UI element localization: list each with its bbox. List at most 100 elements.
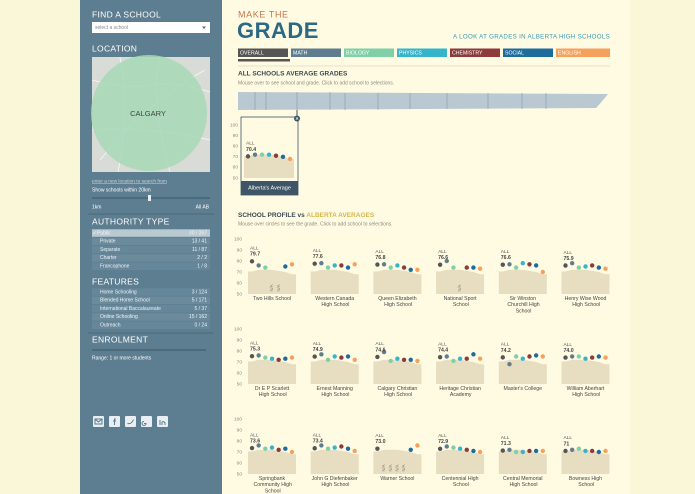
grade-dot[interactable] — [500, 355, 505, 360]
grade-dot[interactable] — [471, 265, 476, 270]
grade-dot[interactable] — [471, 448, 476, 454]
school-name[interactable]: Queen Elizabeth High School — [378, 296, 416, 308]
grade-dot[interactable] — [263, 355, 268, 360]
grade-dot[interactable] — [527, 354, 532, 359]
grade-dot[interactable] — [533, 448, 539, 454]
slider-handle[interactable] — [148, 195, 151, 201]
filter-row[interactable] — [92, 245, 210, 254]
grade-dot[interactable] — [583, 264, 588, 269]
grade-dot[interactable] — [345, 265, 351, 270]
grade-dot[interactable] — [339, 444, 344, 449]
school-name[interactable]: Heritage Christian Academy — [439, 386, 481, 398]
grade-dot[interactable] — [401, 265, 407, 270]
grade-dot[interactable] — [395, 263, 400, 268]
grade-dot[interactable] — [325, 357, 331, 362]
grade-dot[interactable] — [596, 449, 602, 455]
grade-dot[interactable] — [283, 446, 288, 451]
grade-dot[interactable] — [589, 355, 595, 360]
grade-dot[interactable] — [280, 154, 286, 159]
grade-dot[interactable] — [507, 362, 512, 367]
grade-dot[interactable] — [589, 263, 595, 268]
grade-dot[interactable] — [540, 448, 545, 454]
school-name[interactable]: Master's College — [504, 386, 543, 392]
grade-dot[interactable] — [596, 354, 602, 359]
grade-dot[interactable] — [477, 449, 483, 455]
grade-dot[interactable] — [381, 349, 387, 355]
grade-dot[interactable] — [513, 354, 519, 359]
grade-dot[interactable] — [507, 447, 512, 452]
grade-dot[interactable] — [500, 262, 505, 267]
grade-dot[interactable] — [408, 357, 413, 362]
grade-dot[interactable] — [375, 262, 380, 267]
grade-dot[interactable] — [345, 446, 351, 451]
tab[interactable] — [238, 48, 288, 58]
grade-dot[interactable] — [352, 262, 357, 267]
grade-dot[interactable] — [527, 262, 532, 267]
grade-dot[interactable] — [520, 356, 525, 361]
school-name[interactable]: Bowness High School — [569, 476, 602, 488]
grade-dot[interactable] — [345, 354, 351, 359]
grade-dot[interactable] — [415, 443, 420, 448]
location-link[interactable]: enter a new location to search from — [92, 178, 167, 184]
grade-dot[interactable] — [339, 263, 344, 268]
grade-dot[interactable] — [283, 356, 288, 361]
grade-dot[interactable] — [388, 358, 393, 364]
grade-dot[interactable] — [312, 261, 317, 266]
grade-dot[interactable] — [437, 262, 443, 267]
grade-dot[interactable] — [603, 448, 608, 454]
grade-dot[interactable] — [325, 446, 331, 451]
grade-dot[interactable] — [576, 446, 582, 451]
grade-dot[interactable] — [245, 154, 251, 159]
grade-dot[interactable] — [263, 265, 268, 270]
filter-row[interactable] — [92, 254, 210, 262]
grade-dot[interactable] — [259, 152, 265, 157]
grade-dot[interactable] — [563, 263, 568, 268]
school-name[interactable]: National Sport School — [444, 296, 477, 308]
grade-dot[interactable] — [563, 355, 568, 360]
grade-dot[interactable] — [249, 353, 255, 359]
grade-dot[interactable] — [527, 448, 532, 454]
grade-dot[interactable] — [256, 443, 261, 448]
grade-dot[interactable] — [332, 263, 337, 268]
filter-row[interactable] — [92, 262, 210, 271]
school-name[interactable]: John G Diefenbaker High School — [312, 476, 358, 488]
grade-dot[interactable] — [477, 356, 483, 361]
grade-dot[interactable] — [471, 352, 476, 357]
grade-dot[interactable] — [249, 259, 255, 264]
grade-dot[interactable] — [381, 262, 387, 267]
distribution-strip[interactable] — [238, 92, 608, 110]
grade-dot[interactable] — [513, 449, 519, 455]
share-twitter[interactable] — [125, 416, 136, 427]
grade-dot[interactable] — [513, 265, 519, 270]
tab[interactable] — [397, 48, 447, 58]
grade-dot[interactable] — [520, 261, 525, 266]
grade-dot[interactable] — [401, 357, 407, 362]
grade-dot[interactable] — [507, 262, 512, 267]
grade-dot[interactable] — [451, 358, 456, 364]
grade-dot[interactable] — [583, 448, 588, 454]
grade-dot[interactable] — [339, 355, 344, 360]
grade-dot[interactable] — [415, 358, 420, 364]
grade-dot[interactable] — [252, 152, 258, 157]
grade-dot[interactable] — [415, 267, 420, 272]
grade-dot[interactable] — [276, 447, 281, 452]
grade-dot[interactable] — [569, 447, 575, 452]
school-name[interactable]: Calgary Christian High School — [378, 386, 418, 398]
grade-dot[interactable] — [444, 258, 449, 264]
grade-dot[interactable] — [283, 264, 288, 269]
school-name[interactable]: Warner School — [380, 476, 414, 482]
grade-dot[interactable] — [464, 265, 469, 270]
grade-dot[interactable] — [464, 356, 469, 361]
grade-dot[interactable] — [533, 353, 539, 358]
filter-row[interactable] — [92, 229, 210, 237]
school-name[interactable]: Western Canada High School — [315, 296, 354, 308]
school-select[interactable] — [92, 22, 210, 33]
school-name[interactable]: Dr E P Scarlett High School — [255, 386, 290, 398]
tab[interactable] — [291, 48, 341, 58]
grade-dot[interactable] — [319, 261, 324, 266]
grade-dot[interactable] — [596, 265, 602, 270]
grade-dot[interactable] — [388, 265, 393, 270]
school-name[interactable]: Centennial High School — [442, 476, 479, 488]
grade-dot[interactable] — [437, 354, 443, 360]
grade-dot[interactable] — [332, 445, 337, 450]
